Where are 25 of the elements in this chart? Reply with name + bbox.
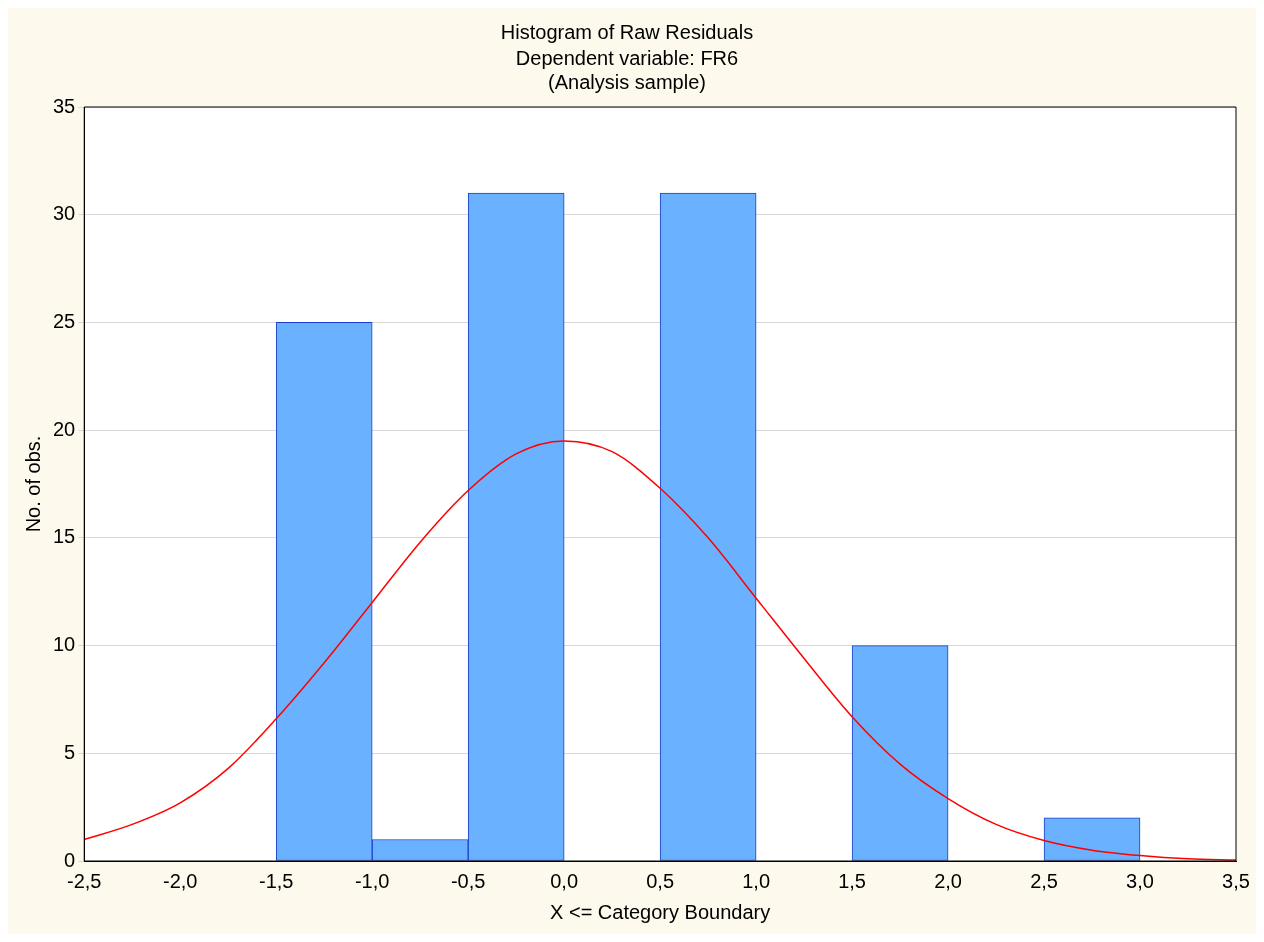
x-tick-label: 2,5 — [1030, 869, 1058, 892]
chart-subtitle: Dependent variable: FR6 (Analysis sample) — [515, 46, 739, 93]
x-tick-label: 1,5 — [838, 869, 866, 892]
x-tick-label: -2,0 — [162, 869, 198, 892]
y-axis-title: No. of obs. — [21, 435, 44, 533]
x-tick-label: 0,5 — [646, 869, 675, 892]
x-tick-label: 2,0 — [934, 869, 962, 892]
y-tick-label: 5 — [64, 740, 76, 763]
x-tick-label: -1,0 — [354, 869, 390, 892]
x-tick-label: 3,0 — [1126, 869, 1154, 892]
x-tick-label: 3,5 — [1222, 869, 1250, 892]
y-tick-label: 30 — [53, 202, 76, 225]
y-tick-label: 0 — [64, 848, 76, 871]
x-tick-label: 1,0 — [742, 869, 771, 892]
y-tick-label: 10 — [53, 633, 76, 656]
y-tick-label: 20 — [53, 417, 76, 440]
x-axis-title: X <= Category Boundary — [550, 900, 771, 923]
y-tick-label: 35 — [53, 94, 76, 117]
chart-title: Histogram of Raw Residuals — [500, 20, 754, 43]
x-tick-label: -0,5 — [450, 869, 486, 892]
x-tick-label: 0,0 — [550, 869, 579, 892]
y-tick-label: 15 — [53, 525, 76, 548]
x-tick-label: -1,5 — [258, 869, 294, 892]
x-tick-label: -2,5 — [67, 869, 102, 892]
y-tick-label: 25 — [53, 309, 76, 332]
